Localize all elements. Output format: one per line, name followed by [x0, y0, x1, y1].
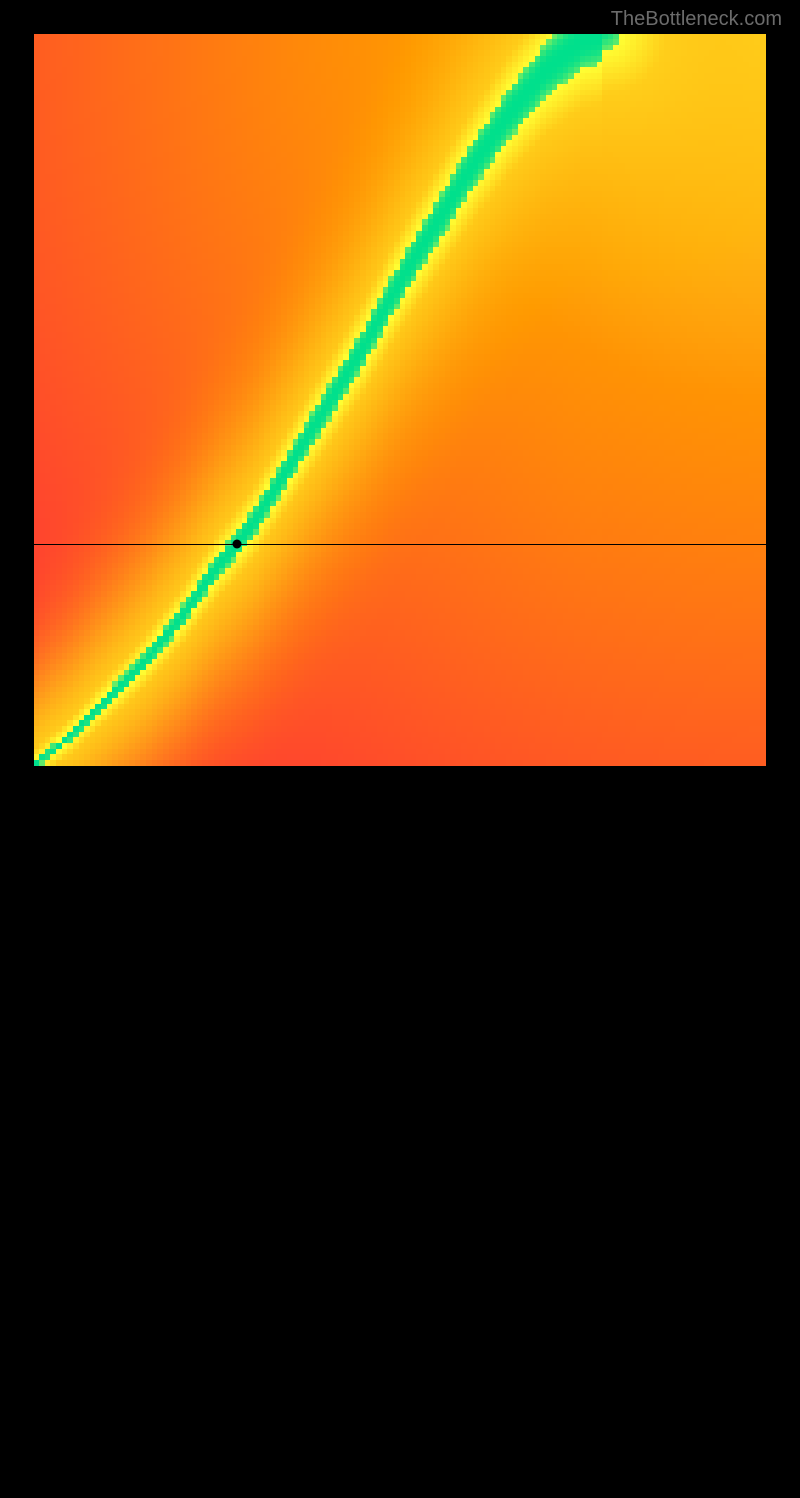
- selection-marker[interactable]: [233, 540, 242, 549]
- watermark-text: TheBottleneck.com: [611, 8, 782, 31]
- plot-area: [34, 34, 766, 766]
- crosshair-horizontal: [34, 544, 766, 545]
- crosshair-vertical: [237, 766, 238, 1498]
- bottleneck-heatmap: [34, 34, 766, 766]
